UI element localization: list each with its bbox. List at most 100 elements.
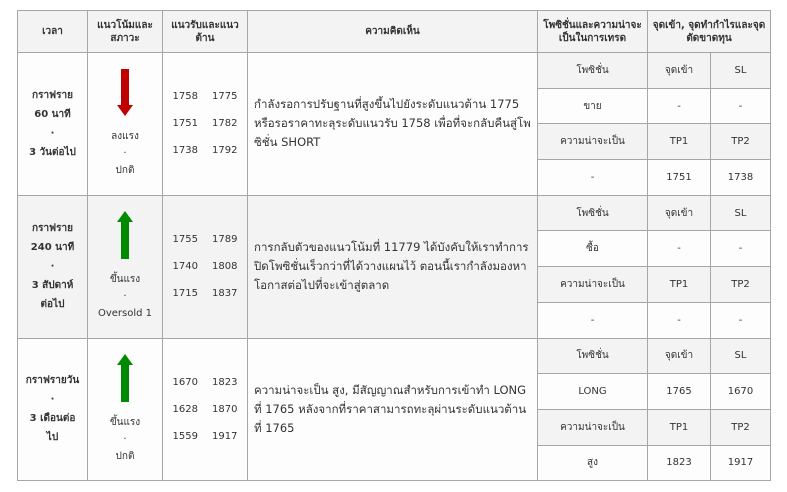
resistance-level: 1775 — [212, 91, 238, 103]
tp1-label: TP1 — [647, 408, 711, 446]
trend-line: · — [123, 433, 127, 445]
arrow-up-icon — [91, 353, 159, 402]
time-line: 3 วันต่อไป — [29, 146, 76, 158]
trend-line: · — [123, 147, 127, 159]
trend-cell: ขึ้นแรง · ปกติ — [87, 337, 163, 482]
tp2-value: 1917 — [709, 444, 772, 482]
sl-value: - — [709, 230, 772, 268]
tp1-value: 1823 — [647, 444, 711, 482]
level-pair: 1559 1917 — [173, 431, 238, 442]
time-line: · — [50, 394, 55, 406]
time-line: 3 สัปดาห์ — [31, 280, 74, 292]
entry-label: จุดเข้า — [647, 52, 711, 89]
tp1-label: TP1 — [647, 123, 711, 161]
table-subrow: LONG 1765 1670 — [18, 373, 772, 410]
table-subrow: ขาย - - — [18, 87, 772, 125]
header-row: เวลา แนวโน้มและสภาวะ แนวรับและแนวต้าน คว… — [17, 10, 772, 53]
level-pair: 1755 1789 — [173, 234, 238, 245]
support-level: 1740 — [172, 261, 198, 273]
trend-line: ขึ้นแรง — [109, 416, 141, 428]
table-row: กราฟราย 240 นาที · 3 สัปดาห์ ต่อไป ขึ้นแรง · O… — [17, 194, 772, 339]
table-subrow: ความน่าจะเป็น TP1 TP2 — [18, 123, 772, 161]
time-line: ต่อไป — [40, 299, 65, 311]
trend-line: Oversold 1 — [97, 308, 153, 320]
entry-value: 1765 — [647, 373, 711, 410]
probability-label: ความน่าจะเป็น — [537, 266, 648, 303]
level-pair: 1738 1792 — [173, 145, 238, 156]
trend-cell: ลงแรง · ปกติ — [87, 52, 163, 196]
arrow-down-icon — [91, 68, 159, 116]
table-subrow: สูง 1823 1917 — [18, 444, 772, 482]
sl-label: SL — [709, 52, 772, 89]
position-label: โพซิชั่น — [537, 337, 648, 375]
time-line: 60 นาที — [34, 108, 71, 120]
support-level: 1670 — [172, 376, 198, 388]
table-subrow: ความน่าจะเป็น TP1 TP2 — [18, 408, 772, 446]
header-levels: แนวรับและแนวต้าน — [162, 10, 248, 53]
opinion-cell: กำลังรอการปรับฐานที่สูงขึ้นไปยังระดับแนว… — [247, 52, 538, 196]
header-time: เวลา — [17, 10, 88, 53]
tp1-value: 1751 — [647, 159, 711, 196]
time-line: กราฟราย — [32, 223, 73, 235]
resistance-level: 1823 — [212, 376, 238, 388]
entry-value: - — [647, 230, 711, 268]
time-cell: กราฟราย 60 นาที · 3 วันต่อไป — [17, 52, 88, 196]
header-trend: แนวโน้มและสภาวะ — [87, 10, 163, 53]
entry-label: จุดเข้า — [647, 337, 711, 375]
tp2-value: - — [709, 301, 772, 339]
support-level: 1751 — [172, 118, 198, 130]
table-row: กราฟรายวัน · 3 เดือนต่อไป ขึ้นแรง · ปกติ 167… — [17, 337, 772, 482]
support-level: 1738 — [172, 145, 198, 157]
probability-value: - — [537, 301, 648, 339]
support-level: 1715 — [172, 288, 198, 300]
tp2-label: TP2 — [709, 266, 772, 303]
opinion-cell: ความน่าจะเป็น สูง, มีสัญญาณสำหรับการเข้า… — [247, 337, 538, 482]
probability-value: สูง — [537, 444, 648, 482]
position-value: LONG — [537, 373, 648, 410]
resistance-level: 1792 — [212, 145, 238, 157]
time-line: 3 เดือนต่อ — [29, 413, 76, 425]
resistance-level: 1789 — [212, 234, 238, 246]
probability-label: ความน่าจะเป็น — [537, 123, 648, 161]
trend-line: ลงแรง — [111, 130, 139, 142]
tp1-value: - — [647, 301, 711, 339]
time-line: กราฟรายวัน — [25, 375, 80, 387]
trend-cell: ขึ้นแรง · Oversold 1 — [87, 194, 163, 339]
level-pair: 1758 1775 — [173, 91, 238, 102]
time-line: · — [50, 127, 55, 139]
levels-cell: 1670 1823 1628 1870 1559 1917 — [162, 337, 248, 482]
sl-label: SL — [709, 337, 772, 375]
time-cell: กราฟราย 240 นาที · 3 สัปดาห์ ต่อไป — [17, 194, 88, 339]
opinion-cell: การกลับตัวของแนวโน้มที่ 11779 ได้บังคับใ… — [247, 194, 538, 339]
forecast-table: เวลา แนวโน้มและสภาวะ แนวรับและแนวต้าน คว… — [17, 10, 772, 482]
table-subrow: ความน่าจะเป็น TP1 TP2 — [18, 266, 772, 303]
level-pair: 1751 1782 — [173, 118, 238, 129]
arrow-up-icon — [91, 211, 159, 260]
header-opinion: ความคิดเห็น — [247, 10, 538, 53]
trend-line: · — [123, 291, 127, 303]
table-row: กราฟราย 60 นาที · 3 วันต่อไป ลงแรง · ปกติ 175… — [17, 52, 772, 196]
sl-value: 1670 — [709, 373, 772, 410]
entry-value: - — [647, 87, 711, 125]
level-pair: 1628 1870 — [173, 404, 238, 415]
table-subrow: - 1751 1738 — [18, 159, 772, 196]
resistance-level: 1917 — [212, 430, 238, 442]
trend-line: ปกติ — [115, 450, 135, 462]
position-label: โพซิชั่น — [537, 194, 648, 232]
entry-label: จุดเข้า — [647, 194, 711, 232]
time-line: ไป — [46, 432, 59, 444]
tp2-value: 1738 — [709, 159, 772, 196]
level-pair: 1715 1837 — [173, 288, 238, 299]
tp2-label: TP2 — [709, 408, 772, 446]
level-pair: 1670 1823 — [173, 377, 238, 388]
levels-cell: 1758 1775 1751 1782 1738 1792 — [162, 52, 248, 196]
position-value: ขาย — [537, 87, 648, 125]
support-level: 1755 — [172, 234, 198, 246]
level-pair: 1740 1808 — [173, 261, 238, 272]
trend-line: ขึ้นแรง — [109, 274, 141, 286]
support-level: 1758 — [172, 91, 198, 103]
tp1-label: TP1 — [647, 266, 711, 303]
sl-value: - — [709, 87, 772, 125]
sl-label: SL — [709, 194, 772, 232]
header-points: จุดเข้า, จุดทำกำไรและจุดตัดขาดทุน — [646, 10, 772, 53]
